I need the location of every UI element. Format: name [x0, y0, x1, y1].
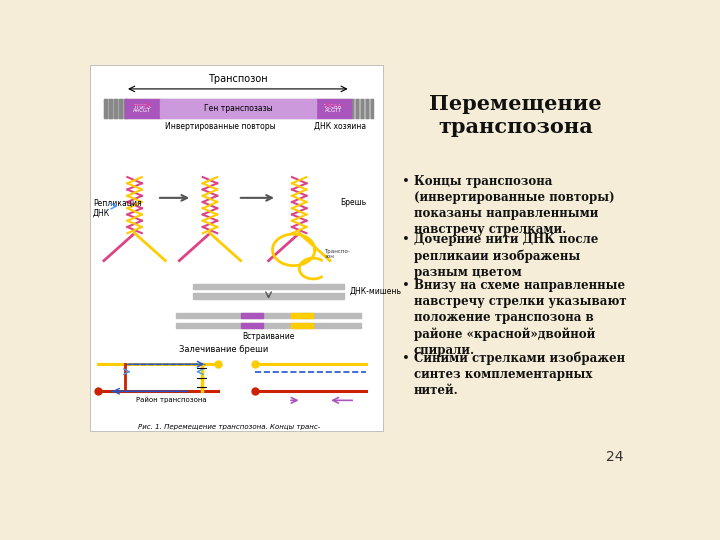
Text: ДНК-мишень: ДНК-мишень — [349, 287, 402, 296]
Text: Перемещение
транспозона: Перемещение транспозона — [429, 94, 602, 137]
FancyBboxPatch shape — [383, 65, 648, 481]
Text: Синими стрелками изображен
синтез комплементарных
нитей.: Синими стрелками изображен синтез компле… — [414, 352, 625, 397]
Text: Инвертированные повторы: Инвертированные повторы — [166, 122, 276, 131]
Text: AACGT: AACGT — [133, 109, 151, 113]
Text: TGCAA: TGCAA — [324, 104, 343, 109]
Text: TTGCA: TTGCA — [134, 104, 151, 109]
Text: Дочерние нити ДНК после
репликаии изображены
разным цветом: Дочерние нити ДНК после репликаии изобра… — [414, 233, 598, 279]
Text: Рис. 1. Перемещение транспозона. Концы транс-: Рис. 1. Перемещение транспозона. Концы т… — [138, 424, 320, 430]
Text: Концы транспозона
(инвертированные повторы)
показаны направленными
навстречу стр: Концы транспозона (инвертированные повто… — [414, 175, 614, 236]
Text: 24: 24 — [606, 450, 624, 464]
Text: •: • — [402, 352, 410, 365]
Text: ACGTT: ACGTT — [325, 109, 342, 113]
Text: Встраивание: Встраивание — [243, 332, 294, 341]
Text: Внизу на схеме направленные
навстречу стрелки указывают
положение транспозона в
: Внизу на схеме направленные навстречу ст… — [414, 279, 626, 356]
Text: •: • — [402, 279, 410, 292]
Text: Транспо-
зон: Транспо- зон — [324, 248, 350, 259]
Text: ДНК хозяина: ДНК хозяина — [314, 122, 366, 131]
Text: Ген транспозазы: Ген транспозазы — [204, 104, 272, 113]
Text: Транспозон: Транспозон — [208, 74, 268, 84]
Text: Залечивание бреши: Залечивание бреши — [179, 345, 269, 354]
FancyBboxPatch shape — [90, 65, 383, 431]
Text: •: • — [402, 175, 410, 188]
Text: Репликация
ДНК: Репликация ДНК — [93, 199, 141, 218]
Text: Район транспозона: Район транспозона — [136, 396, 207, 403]
Text: •: • — [402, 233, 410, 246]
Text: Брешь: Брешь — [340, 198, 366, 206]
